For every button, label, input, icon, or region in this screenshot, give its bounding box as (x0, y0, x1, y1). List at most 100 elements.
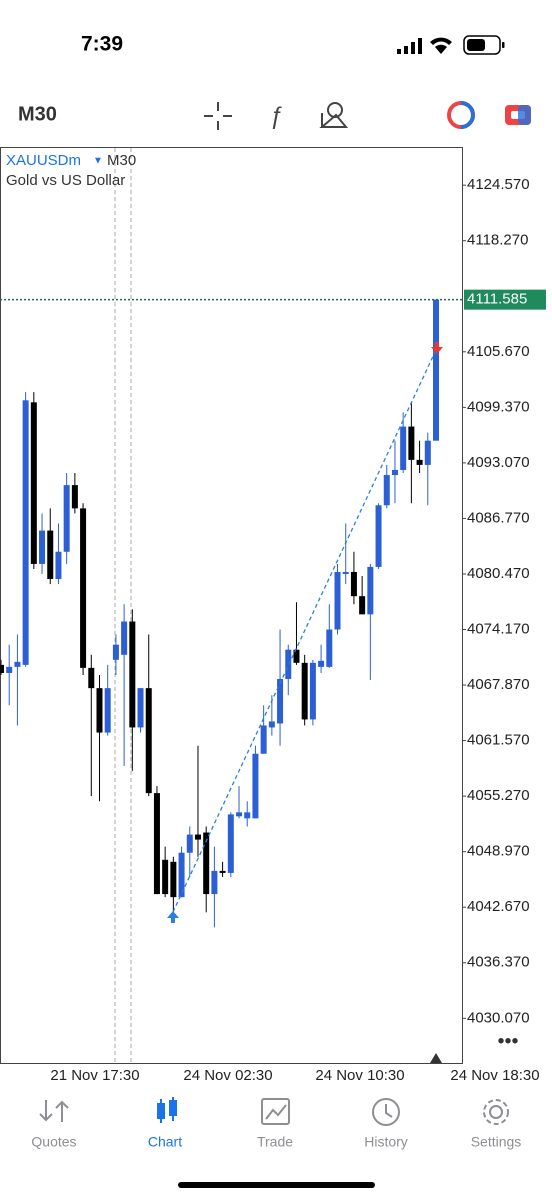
scroll-marker (430, 1053, 442, 1063)
symbol[interactable]: XAUUSDm (6, 152, 81, 169)
account-icon[interactable] (505, 105, 531, 125)
y-tick-label: 4042.670 (467, 898, 530, 915)
y-tick-label: 4086.770 (467, 509, 530, 526)
candle-body (88, 667, 95, 689)
chart-frame (0, 147, 463, 1064)
candle-body (63, 485, 70, 552)
candle-body (170, 861, 177, 898)
nav-tab[interactable]: History (364, 1134, 408, 1150)
candle-body (318, 660, 325, 667)
candle-body (334, 571, 341, 630)
candle-body (350, 571, 357, 597)
y-tick-label: 4036.370 (467, 954, 530, 971)
candle-body (244, 812, 251, 819)
y-tick-label: 4055.270 (467, 787, 530, 804)
plot (0, 299, 439, 928)
candle-body (416, 459, 423, 465)
candle-body (178, 852, 185, 898)
candle-body (55, 551, 62, 579)
trade-line (172, 349, 437, 913)
candle-body (137, 688, 144, 728)
nav-tab[interactable]: Settings (471, 1134, 522, 1150)
current-price-label: 4111.585 (467, 291, 527, 308)
x-tick-label: 24 Nov 02:30 (183, 1067, 272, 1084)
nav-tab[interactable]: Chart (148, 1134, 182, 1150)
candle-body (309, 662, 316, 720)
trade-icon[interactable] (447, 101, 475, 129)
candle-body (260, 725, 267, 754)
candle-body (121, 621, 128, 655)
status-icons (397, 35, 505, 55)
y-tick-label: 4048.970 (467, 843, 530, 860)
y-tick-label: 4118.270 (467, 232, 528, 249)
x-tick-label: 24 Nov 10:30 (315, 1067, 404, 1084)
candle-body (359, 596, 366, 615)
candle-body (268, 721, 275, 728)
candle-body (367, 566, 374, 615)
candle-body (104, 688, 111, 733)
status-time: 7:39 (81, 33, 123, 56)
candle-body (71, 485, 78, 509)
candle-body (375, 505, 382, 567)
candle-body (96, 688, 103, 733)
candle-body (236, 812, 243, 817)
candle-body (203, 832, 210, 895)
objects-icon[interactable] (319, 102, 349, 128)
nav-tab[interactable]: Quotes (31, 1134, 76, 1150)
candle-body (301, 662, 308, 720)
candle-body (0, 664, 4, 673)
candle-body (227, 814, 234, 873)
candle-body (211, 870, 218, 895)
nav-icons (39, 1097, 509, 1126)
candle-body (219, 870, 226, 873)
y-tick-label: 4093.070 (467, 454, 530, 471)
y-tick-label: 4030.070 (467, 1009, 530, 1026)
candle-body (293, 649, 300, 663)
crosshair-icon[interactable] (204, 102, 232, 130)
x-tick-label: 24 Nov 18:30 (450, 1067, 539, 1084)
y-tick-label: 4067.870 (467, 676, 530, 693)
candle-body (47, 530, 54, 579)
buy-arrow (167, 911, 179, 923)
current-price-box (464, 289, 546, 310)
sell-arrow (431, 342, 443, 354)
candle-body (400, 426, 407, 470)
indicators-icon[interactable]: ƒ (269, 102, 282, 129)
candle-body (153, 793, 160, 895)
y-tick-label: 4105.670 (467, 343, 530, 360)
candle-body (252, 753, 259, 819)
y-tick-label: 4099.370 (467, 398, 530, 415)
candle-body (14, 661, 21, 667)
candle-body (39, 530, 46, 564)
candle-body (194, 834, 201, 840)
y-tick-label: 4080.470 (467, 565, 530, 582)
candle-body (383, 475, 390, 506)
y-tick-label: 4074.170 (467, 620, 530, 637)
toolbar-timeframe[interactable]: M30 (18, 103, 57, 125)
candle-body (342, 571, 349, 574)
candle-body (326, 629, 333, 667)
candle-body (129, 621, 136, 728)
chart-timeframe: M30 (107, 152, 136, 169)
candle-body (6, 666, 13, 673)
candle-body (408, 426, 415, 460)
candle-body (424, 440, 431, 465)
symbol-description: Gold vs US Dollar (6, 172, 125, 189)
candle-body (277, 678, 284, 724)
candle-body (145, 688, 152, 794)
candle-body (80, 508, 87, 668)
symbol-dropdown[interactable]: ▼ (93, 156, 103, 167)
nav-tab[interactable]: Trade (257, 1134, 293, 1150)
home-indicator (178, 1182, 375, 1188)
candle-body (391, 469, 398, 476)
y-tick-label: 4124.570 (467, 176, 530, 193)
candle-body (186, 834, 193, 853)
x-tick-label: 21 Nov 17:30 (50, 1067, 139, 1084)
y-tick-label: 4061.570 (467, 732, 530, 749)
candle-body (30, 402, 37, 564)
candle-body (433, 299, 439, 441)
candle-body (162, 859, 169, 895)
more-icon[interactable]: ••• (497, 1030, 518, 1052)
